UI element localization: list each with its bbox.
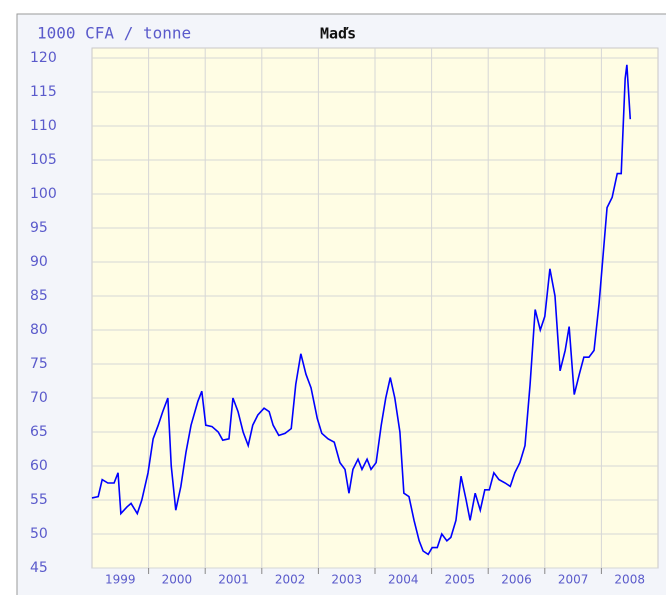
y-tick-label: 85 [30, 288, 48, 304]
y-tick-label: 105 [30, 152, 57, 168]
y-tick-label: 80 [30, 322, 48, 338]
y-tick-label: 95 [30, 220, 48, 236]
x-tick-label: 2000 [162, 573, 193, 587]
x-tick-label: 2001 [218, 573, 249, 587]
y-tick-label: 110 [30, 118, 57, 134]
y-tick-label: 60 [30, 458, 48, 474]
y-tick-label: 70 [30, 390, 48, 406]
y-tick-label: 100 [30, 186, 57, 202]
chart-title: Maďs [320, 25, 356, 43]
y-tick-label: 65 [30, 424, 48, 440]
data-line [91, 64, 632, 556]
x-tick-label: 2008 [614, 573, 645, 587]
y-tick-label: 115 [30, 84, 57, 100]
x-tick-label: 2002 [275, 573, 306, 587]
y-tick-label: 90 [30, 254, 48, 270]
x-tick-label: 2007 [558, 573, 589, 587]
x-tick-label: 2004 [388, 573, 419, 587]
y-tick-label: 50 [30, 526, 48, 542]
y-tick-label: 120 [30, 50, 57, 66]
y-axis-label: 1000 CFA / tonne [37, 24, 191, 43]
x-tick-label: 2006 [501, 573, 532, 587]
x-tick-label: 1999 [105, 573, 136, 587]
y-tick-label: 75 [30, 356, 48, 372]
y-tick-label: 45 [30, 560, 48, 576]
y-tick-label: 55 [30, 492, 48, 508]
x-tick-label: 2005 [445, 573, 476, 587]
x-tick-label: 2003 [331, 573, 362, 587]
